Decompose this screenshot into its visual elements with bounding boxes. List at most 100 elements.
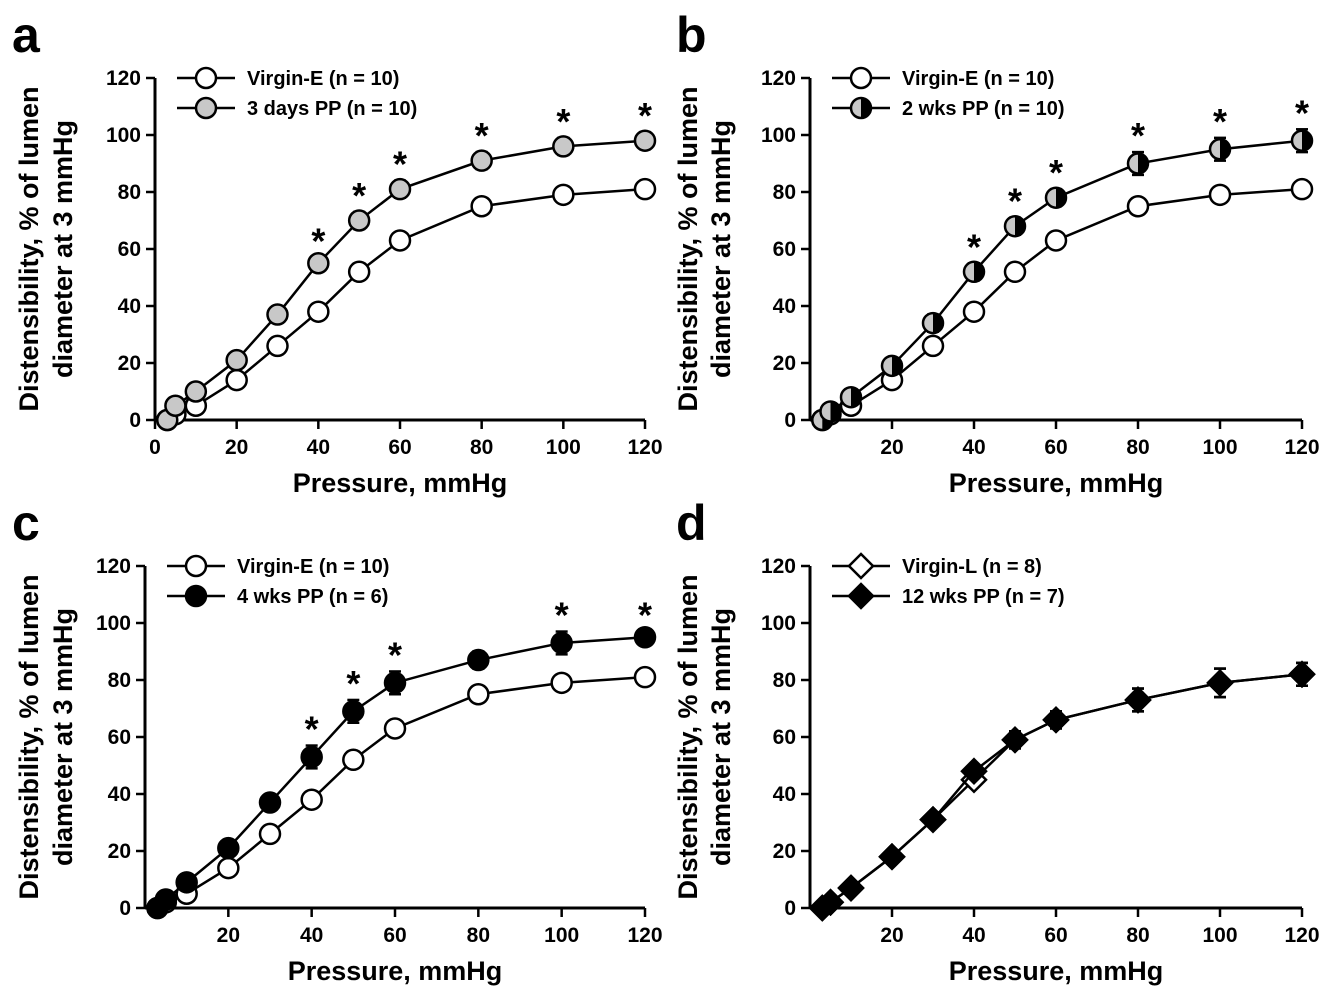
x-axis-title: Pressure, mmHg <box>949 468 1164 498</box>
data-point <box>880 354 904 378</box>
y-tick-label: 0 <box>784 897 796 920</box>
data-point <box>921 311 945 335</box>
significance-asterisk: * <box>388 634 402 675</box>
panel-label: c <box>12 495 40 551</box>
data-point <box>816 888 845 917</box>
x-tick-label: 60 <box>1044 924 1067 947</box>
legend-marker <box>847 552 875 580</box>
legend-label: 2 wks PP (n = 10) <box>902 98 1065 120</box>
legend: Virgin-L (n = 8) 12 wks PP (n = 7) <box>832 552 1065 610</box>
data-point <box>388 177 412 201</box>
data-point <box>164 394 187 417</box>
series-2: * * * * * <box>146 595 657 920</box>
x-tick-label: 20 <box>217 924 240 947</box>
significance-asterisk: * <box>1131 115 1145 156</box>
data-point <box>837 874 865 902</box>
significance-asterisk: * <box>967 226 981 267</box>
y-axis-title-line-1: Distensibility, % of lumen <box>14 86 44 411</box>
y-tick-label: 20 <box>773 840 796 863</box>
data-point <box>347 260 371 284</box>
series-1 <box>811 177 1314 432</box>
data-point <box>921 334 945 358</box>
significance-asterisk: * <box>638 95 652 136</box>
x-tick-label: 40 <box>962 436 985 459</box>
data-point <box>962 300 986 323</box>
data-point <box>550 671 573 695</box>
data-point <box>258 822 282 846</box>
x-tick-label: 100 <box>544 924 579 947</box>
data-point <box>550 631 573 655</box>
significance-asterisk: * <box>1049 152 1063 193</box>
data-point <box>388 229 412 252</box>
data-point <box>1208 138 1232 161</box>
y-axis-title-line-1: Distensibility, % of lumen <box>673 86 703 411</box>
data-point <box>300 788 323 811</box>
legend-label: Virgin-L (n = 8) <box>902 556 1042 578</box>
series-1 <box>808 660 1316 922</box>
data-point <box>919 805 947 834</box>
data-point <box>225 348 248 372</box>
y-tick-label: 120 <box>96 555 131 578</box>
data-point <box>217 856 240 880</box>
data-point <box>175 871 198 894</box>
data-point <box>1288 660 1316 689</box>
significance-asterisk: * <box>475 115 489 156</box>
data-point <box>184 380 208 403</box>
data-point <box>347 209 371 232</box>
y-axis-title-line-2: diameter at 3 mmHg <box>48 120 78 378</box>
significance-asterisk: * <box>1213 101 1227 142</box>
data-point <box>470 195 493 218</box>
chart-panel-a: a 0 20 40 60 80 100 120 0 20 40 60 80 100 120 Pressure,… <box>12 7 663 498</box>
legend-marker <box>194 66 218 90</box>
y-tick-label: 20 <box>773 352 796 375</box>
data-point <box>1126 152 1150 175</box>
series-2: * * * * * * <box>811 92 1314 432</box>
series-line <box>821 673 1303 910</box>
x-axis-title: Pressure, mmHg <box>293 468 508 498</box>
chart-panel-c: c 0 20 40 60 80 100 120 20 40 60 80 100 120 Pressure, … <box>12 495 663 986</box>
data-point <box>154 888 178 911</box>
data-point <box>1044 229 1068 252</box>
y-tick-label: 120 <box>106 67 141 90</box>
x-tick-label: 60 <box>1044 436 1067 459</box>
series-2: * * * * * * <box>156 95 657 432</box>
series-line <box>821 673 1303 910</box>
significance-asterisk: * <box>638 595 652 636</box>
x-tick-label: 20 <box>880 924 903 947</box>
significance-asterisk: * <box>1008 181 1022 222</box>
data-point <box>266 303 289 326</box>
x-tick-label: 40 <box>307 436 330 459</box>
data-point <box>1042 706 1070 734</box>
y-tick-label: 80 <box>118 181 141 204</box>
legend-label: Virgin-E (n = 10) <box>247 68 399 90</box>
data-point <box>839 385 863 409</box>
x-tick-label: 100 <box>1202 436 1237 459</box>
data-point <box>467 648 490 672</box>
x-axis-title: Pressure, mmHg <box>288 956 503 986</box>
chart-panel-b: b 0 20 40 60 80 100 120 20 40 60 80 100 120 Pressure, … <box>673 7 1320 498</box>
data-point <box>383 671 407 695</box>
y-tick-label: 40 <box>773 783 796 806</box>
panel-label: b <box>676 7 707 63</box>
significance-asterisk: * <box>305 709 319 750</box>
y-tick-label: 100 <box>106 124 141 147</box>
y-tick-label: 60 <box>773 726 796 749</box>
data-point <box>342 748 365 772</box>
y-axis-title-line-1: Distensibility, % of lumen <box>14 574 44 899</box>
legend-label: 4 wks PP (n = 6) <box>237 586 388 608</box>
legend: Virgin-E (n = 10) 2 wks PP (n = 10) <box>832 66 1065 120</box>
data-point <box>1003 214 1027 238</box>
y-axis-title-line-2: diameter at 3 mmHg <box>706 608 736 866</box>
significance-asterisk: * <box>1295 92 1309 133</box>
data-point <box>960 757 988 785</box>
x-tick-label: 120 <box>1284 436 1319 459</box>
y-tick-label: 60 <box>118 238 141 261</box>
data-point <box>1044 186 1068 209</box>
x-tick-label: 60 <box>383 924 406 947</box>
legend-marker <box>194 96 218 120</box>
y-tick-label: 20 <box>108 840 131 863</box>
y-axis-title-line-1: Distensibility, % of lumen <box>673 574 703 899</box>
x-tick-label: 80 <box>467 924 490 947</box>
significance-asterisk: * <box>311 221 325 262</box>
y-tick-label: 20 <box>118 352 141 375</box>
